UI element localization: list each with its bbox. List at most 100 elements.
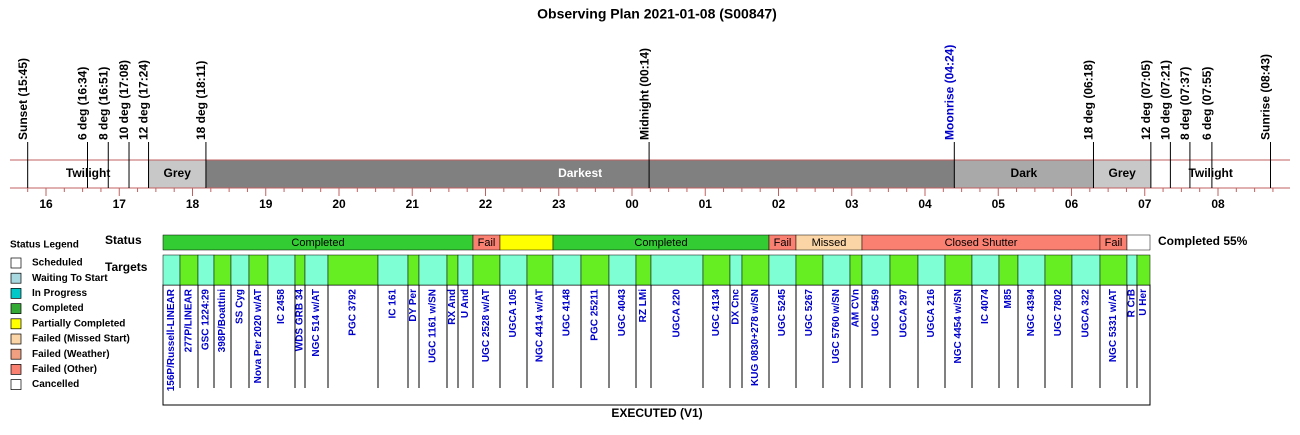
- targets-label: Targets: [105, 260, 148, 274]
- target-cell: [608, 254, 637, 286]
- phase: [1093, 159, 1152, 189]
- target-name: PGC 3792: [348, 289, 359, 336]
- target-name: UGCA 322: [1081, 289, 1092, 338]
- hour-label: 06: [1065, 197, 1079, 211]
- target-cell: [971, 254, 1000, 286]
- target-name: R CrB: [1127, 289, 1138, 317]
- target-name: IC 2458: [276, 289, 287, 324]
- legend-label: Scheduled: [32, 258, 83, 269]
- target-name: M85: [1003, 289, 1014, 309]
- status-segment: [1126, 234, 1151, 251]
- target-name: RZ LMi: [638, 289, 649, 323]
- target-name: DX Cnc: [731, 289, 742, 325]
- target-name: KUG 0830+278 w/SN: [750, 289, 761, 386]
- target-cell: [768, 254, 797, 286]
- status-label: Status: [105, 233, 142, 247]
- target-name: PGC 25211: [590, 289, 601, 341]
- hour-label: 02: [772, 197, 786, 211]
- target-cell: [944, 254, 973, 286]
- target-cell: [526, 254, 554, 286]
- target-name: UGC 5760 w/SN: [831, 289, 842, 363]
- status-segment-label: Missed: [812, 237, 847, 249]
- target-cell: [552, 254, 582, 286]
- legend-label: Completed: [32, 303, 84, 314]
- target-name: NGC 514 w/AT: [311, 289, 322, 357]
- legend-swatch: [10, 318, 22, 330]
- event-label: Sunrise (08:43): [1259, 54, 1273, 140]
- hour-label: 18: [186, 197, 200, 211]
- target-cell: [635, 254, 652, 286]
- target-name: UGC 1161 w/SN: [428, 289, 439, 363]
- target-name: IC 4074: [980, 289, 991, 324]
- target-name: UGC 4134: [711, 289, 722, 337]
- legend-swatch: [10, 379, 22, 390]
- legend-swatch: [10, 364, 22, 375]
- status-segment-label: Fail: [1105, 237, 1123, 249]
- target-name: UGC 4043: [617, 289, 628, 337]
- target-name: NGC 4394: [1026, 289, 1037, 337]
- legend-swatch: [10, 348, 22, 360]
- target-cell: [650, 254, 704, 286]
- hour-label: 00: [625, 197, 639, 211]
- target-name: NGC 4454 w/SN: [953, 289, 964, 363]
- target-cell: [418, 254, 448, 286]
- target-cell: [1136, 254, 1151, 286]
- event-label: 18 deg (18:11): [194, 61, 208, 140]
- event-label: 12 deg (07:05): [1139, 60, 1153, 140]
- target-cell: [267, 254, 296, 286]
- phase-label: Grey: [1108, 166, 1136, 180]
- target-cell: [248, 254, 269, 286]
- status-segment-label: Fail: [478, 237, 496, 249]
- target-cell: [889, 254, 919, 286]
- event-label: 12 deg (17:24): [137, 60, 151, 140]
- event-label: 6 deg (07:55): [1200, 67, 1214, 140]
- target-name: AM CVn: [851, 289, 862, 327]
- target-cell: [998, 254, 1019, 286]
- target-name: UGC 4148: [562, 289, 573, 337]
- target-name: UGCA 220: [672, 289, 683, 338]
- target-cell: [446, 254, 459, 286]
- status-segment-label: Closed Shutter: [945, 237, 1018, 249]
- phase-label: Dark: [1011, 166, 1038, 180]
- legend-swatch: [10, 333, 22, 345]
- target-name: 277P/LINEAR: [184, 288, 195, 352]
- target-name: U Her: [1138, 289, 1149, 316]
- event-label: 10 deg (17:08): [117, 60, 131, 140]
- status-segment-label: Completed: [634, 237, 687, 249]
- target-cell: [162, 254, 181, 286]
- target-cell: [213, 254, 232, 286]
- target-name: UGCA 297: [899, 289, 910, 338]
- phase: [954, 159, 1094, 189]
- target-cell: [795, 254, 824, 286]
- legend-swatch: [10, 257, 22, 269]
- hour-label: 08: [1211, 197, 1225, 211]
- legend-label: Waiting To Start: [32, 273, 108, 284]
- target-cell: [1126, 254, 1138, 286]
- target-cell: [499, 254, 528, 286]
- target-name: UGCA 216: [926, 289, 937, 338]
- target-name: NGC 5331 w/AT: [1108, 289, 1119, 362]
- target-cell: [849, 254, 863, 286]
- phase-label: Twilight: [66, 166, 110, 180]
- target-cell: [702, 254, 731, 286]
- target-name: GSC 1224:29: [201, 289, 212, 351]
- target-name: UGC 5245: [777, 289, 788, 337]
- hour-label: 22: [479, 197, 493, 211]
- legend-label: Cancelled: [32, 379, 79, 390]
- event-label: Midnight (00:14): [637, 48, 651, 140]
- target-cell: [729, 254, 743, 286]
- target-cell: [1099, 254, 1128, 286]
- event-label: 10 deg (07:21): [1159, 60, 1173, 140]
- target-name: NGC 4414 w/AT: [535, 289, 546, 362]
- target-cell: [197, 254, 215, 286]
- target-name: DY Per: [408, 289, 419, 322]
- event-label: Sunset (15:45): [16, 58, 30, 140]
- target-cell: [1017, 254, 1046, 286]
- hour-label: 19: [259, 197, 273, 211]
- status-segment-label: Fail: [774, 237, 792, 249]
- target-cell: [377, 254, 409, 286]
- target-name: SS Cyg: [235, 289, 246, 324]
- event-label: 6 deg (16:34): [76, 67, 90, 140]
- phase-label: Twilight: [1188, 166, 1232, 180]
